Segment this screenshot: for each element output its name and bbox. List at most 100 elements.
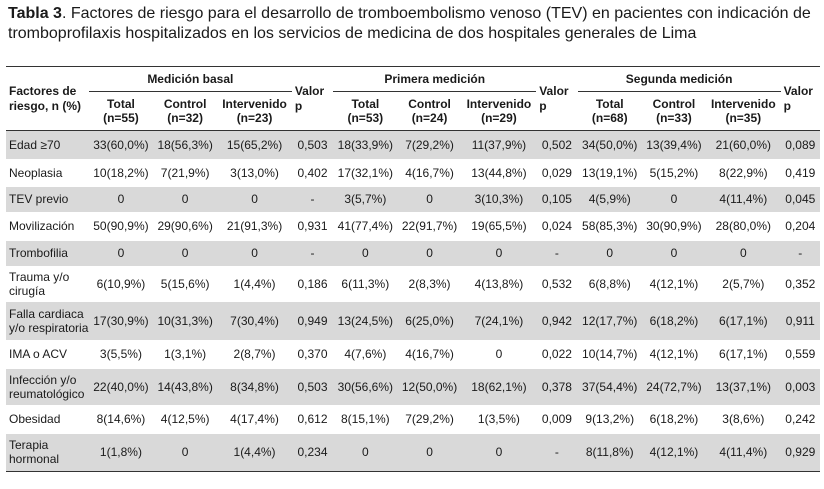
p-value-cell: 0,378 [536,368,578,405]
table-cell: 7(30,4%) [217,301,292,340]
table-cell: 13(24,5%) [333,301,398,340]
table-cell: 15(65,2%) [217,130,292,159]
row-label: Infección y/o reumatológico [6,368,89,405]
table-cell: 13(37,1%) [706,368,781,405]
table-cell: 13(39,4%) [641,130,707,159]
p-value-cell: 0,503 [291,368,334,405]
p-value-cell: 0,009 [541,412,572,426]
subheader-total: Total (n=53) [333,91,398,131]
group-header-segunda: Segunda medición [577,66,781,92]
table-cell: 7(29,2%) [397,130,462,159]
p-value-cell: 0,502 [536,130,578,159]
table-cell: 4(13,8%) [474,276,524,291]
table-cell: 6(25,0%) [397,301,462,340]
table-cell: 12(17,7%) [577,301,642,340]
p-value-cell: 0,419 [785,165,816,180]
table-cell: 4(17,4%) [230,412,279,426]
table-cell: 10(14,7%) [582,347,638,361]
header-factor: Factores de riesgo, n (%) [6,66,89,131]
table-cell: 0 [153,433,218,472]
table-cell: 2(8,3%) [408,276,451,291]
table-cell: 7(24,1%) [461,301,537,340]
table-row: Falla cardiaca y/o respiratoria 17(30,9%)… [6,301,820,340]
risk-factor-table: Factores de riesgo, n (%) Medición basal… [6,66,820,472]
table-cell: 8(34,8%) [217,368,292,405]
row-label: Terapia hormonal [6,433,89,472]
p-value-cell: 0,186 [297,276,328,291]
p-value-cell: 0,949 [291,301,334,340]
table-row: Obesidad 8(14,6%) 4(12,5%) 4(17,4%) 0,612 8(1… [6,405,820,434]
subheader-control: Control (n=33) [641,91,707,131]
table-cell: 6(11,3%) [341,276,390,291]
p-value-cell: 0,029 [541,165,572,180]
p-value-cell: 0,929 [780,433,820,472]
table-cell: 4(11,4%) [706,433,781,472]
p-value-cell: 0,503 [291,130,334,159]
row-label: Neoplasia [9,165,63,180]
table-cell: 0 [153,240,218,266]
table-cell: 4(7,6%) [344,347,387,361]
table-cell: 3(8,6%) [722,412,765,426]
table-cell: 9(13,2%) [585,412,635,426]
table-cell: 0 [217,240,292,266]
table-cell: 4(12,1%) [649,347,699,361]
p-value-cell: 0,022 [541,347,572,361]
table-cell: 4(16,7%) [405,165,454,180]
p-value-cell: 0,003 [780,368,820,405]
table-cell: 1(3,1%) [164,347,207,361]
table-cell: 3(5,7%) [333,186,398,212]
row-label: TEV previo [6,186,89,212]
table-row: Infección y/o reumatológico 22(40,0%) 14(4… [6,368,820,405]
table-cell: 13(44,8%) [471,165,527,180]
p-value-cell: 0,402 [297,165,328,180]
table-cell: 1(4,4%) [217,433,292,472]
table-cell: 3(10,3%) [461,186,537,212]
p-value-cell: 0,089 [780,130,820,159]
p-value-cell: 0,942 [536,301,578,340]
table-cell: 6(17,1%) [706,301,781,340]
table-cell: 3(5,5%) [99,347,142,361]
table-row: Trombofilia 0 0 0-0 0 0-0 0 0- [6,240,820,266]
table-cell: 10(18,2%) [93,165,149,180]
subheader-intervenido: Intervenido (n=23) [217,91,292,131]
table-cell: 18(56,3%) [153,130,218,159]
table-cell: 18(33,9%) [333,130,398,159]
table-cell: 0 [495,347,503,361]
table-cell: 4(16,7%) [405,347,454,361]
table-cell: 22(91,7%) [401,219,458,233]
table-cell: 28(80,0%) [715,219,771,233]
table-cell: 1(1,8%) [88,433,154,472]
row-label: Edad ≥70 [6,130,89,159]
table-cell: 58(85,3%) [582,219,638,233]
p-value-cell: 0,234 [291,433,334,472]
table-row: Terapia hormonal 1(1,8%) 0 1(4,4%) 0,234 0 0 0-… [6,433,820,472]
row-label: Falla cardiaca y/o respiratoria [6,301,89,340]
table-row: TEV previo 0 0 0-3(5,7%) 0 3(10,3%) 0,105 4(5,9… [6,186,820,212]
table-cell: 0 [461,433,537,472]
table-cell: 4(11,4%) [706,186,781,212]
table-cell: 8(14,6%) [96,412,146,426]
p-value-cell: 0,352 [785,276,816,291]
table-cell: 6(10,9%) [96,276,146,291]
table-cell: 12(50,0%) [397,368,462,405]
table-cell: 41(77,4%) [337,219,394,233]
table-cell: 0 [153,186,218,212]
p-value-cell: 0,024 [541,219,572,233]
table-row: Edad ≥70 33(60,0%) 18(56,3%) 15(65,2%) 0,503… [6,130,820,159]
table-cell: 6(8,8%) [588,276,631,291]
table-row: IMA o ACV 3(5,5%) 1(3,1%) 2(8,7%) 0,370 4(7,6… [6,340,820,369]
table-cell: 8(11,8%) [577,433,642,472]
table-cell: 8(15,1%) [340,412,390,426]
subheader-control: Control (n=24) [397,91,462,131]
table-cell: 6(18,2%) [641,301,707,340]
p-value-cell: 0,612 [297,412,328,426]
p-value-cell: 0,911 [780,301,820,340]
table-cell: 1(3,5%) [477,412,520,426]
table-cell: 18(62,1%) [461,368,537,405]
table-cell: 2(8,7%) [233,347,276,361]
p-value-cell: 0,204 [785,219,816,233]
table-cell: 5(15,2%) [649,165,699,180]
table-cell: 37(54,4%) [577,368,642,405]
subheader-total: Total (n=68) [577,91,642,131]
table-cell: 34(50,0%) [577,130,642,159]
